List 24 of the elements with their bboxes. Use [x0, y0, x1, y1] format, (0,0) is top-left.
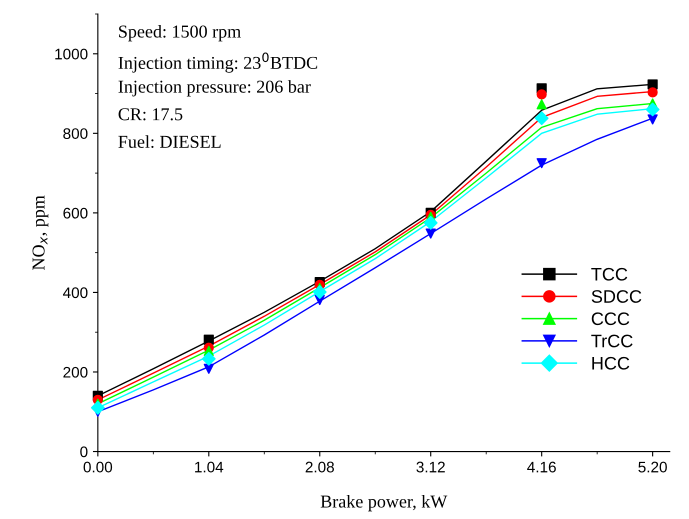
- annotation: CR: 17.5: [118, 108, 182, 120]
- y-tick-label: 400: [62, 287, 88, 298]
- x-tick-label: 0.00: [84, 462, 112, 472]
- annotation: Speed: 1500 rpm: [119, 24, 241, 42]
- x-tick-label: 3.12: [416, 462, 445, 472]
- x-tick-label: 4.16: [527, 462, 556, 472]
- y-tick-label: 1000: [55, 48, 88, 60]
- annotation: Injection timing: 23$^{0}$BTDC: [118, 52, 318, 73]
- x-tick-label: 2.08: [306, 462, 334, 472]
- x-tick-label: 1.04: [195, 462, 224, 472]
- legend-label: TCC: [591, 268, 628, 281]
- y-tick-label: 600: [63, 208, 88, 219]
- annotation: Fuel: DIESEL: [118, 135, 221, 148]
- legend-label: SDCC: [592, 290, 642, 303]
- legend-label: TrCC: [591, 334, 633, 348]
- annotation: Injection pressure: 206 bar: [118, 80, 311, 96]
- y-tick-label: 0: [80, 446, 88, 458]
- y-axis-title: NO$_{x}$, ppm: [32, 195, 48, 270]
- legend-label: HCC: [592, 356, 630, 370]
- legend-label: CCC: [592, 312, 630, 326]
- x-axis-title: Brake power, kW: [320, 494, 448, 512]
- x-tick-label: 5.20: [638, 462, 667, 472]
- y-tick-label: 800: [63, 128, 88, 140]
- y-tick-label: 200: [63, 366, 88, 378]
